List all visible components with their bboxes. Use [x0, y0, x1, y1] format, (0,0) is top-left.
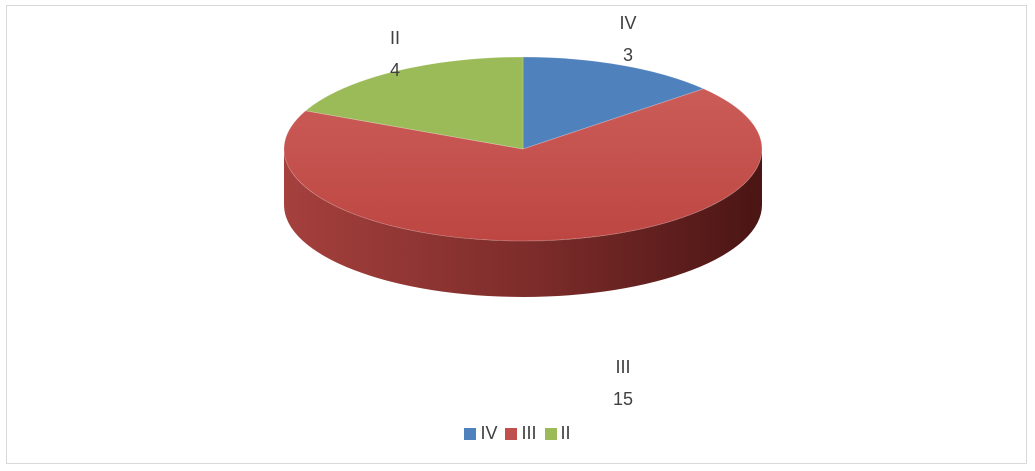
data-label-category-iii: III	[615, 357, 630, 377]
data-label-value-iii: 15	[613, 389, 633, 409]
data-label-category-ii: II	[390, 28, 400, 48]
legend-swatch-iv	[464, 427, 477, 440]
legend-swatch-ii	[544, 427, 557, 440]
legend-label-ii: II	[560, 423, 571, 443]
pie-slice-iv	[522, 56, 705, 150]
pie-chart: IV 3 III 15 II 4	[283, 13, 763, 409]
chart-area: IV 3 III 15 II 4 IV III II	[6, 5, 1027, 464]
data-label-value-ii: 4	[390, 60, 400, 80]
legend-label-iii: III	[521, 423, 537, 443]
data-label-value-iv: 3	[623, 45, 633, 65]
legend-item-iv: IV	[464, 423, 497, 444]
pie-slice-iii	[283, 88, 763, 242]
legend-item-ii: II	[544, 423, 571, 444]
pie-side-iii	[284, 149, 762, 297]
legend-item-iii: III	[505, 423, 537, 444]
legend-label-iv: IV	[480, 423, 498, 443]
data-label-category-iv: IV	[619, 13, 636, 33]
legend: IV III II	[7, 423, 1028, 444]
legend-swatch-iii	[505, 427, 518, 440]
pie-slice-ii	[304, 56, 524, 150]
